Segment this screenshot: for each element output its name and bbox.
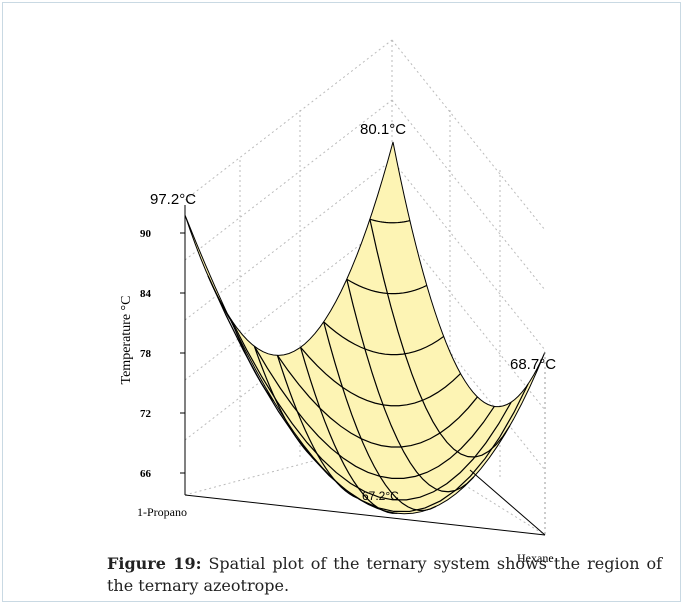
- tick-label: 84: [140, 288, 152, 300]
- axis-label: Temperature °C: [119, 296, 134, 385]
- tick-label: 78: [140, 348, 152, 360]
- caption-label: Figure 19:: [107, 554, 202, 573]
- component-label: Hexane: [517, 551, 554, 565]
- component-label: 1-Propano: [137, 505, 187, 519]
- mesh-line: [230, 319, 512, 501]
- mesh-line: [369, 218, 411, 224]
- corner-label: 68.7°C: [510, 356, 556, 373]
- mesh-line: [230, 319, 275, 402]
- tick-label: 90: [140, 228, 152, 240]
- mesh-line: [323, 321, 445, 356]
- axes: [184, 205, 546, 536]
- surface: [184, 141, 546, 515]
- mesh-line: [300, 346, 461, 407]
- mesh-line: [276, 355, 358, 499]
- corner-label: 80.1°C: [360, 121, 406, 138]
- corner-label: 67.2°C: [362, 489, 399, 503]
- mesh-line: [276, 355, 478, 448]
- mesh-line: [346, 278, 428, 295]
- corner-label: 97.2°C: [150, 191, 196, 208]
- tick-label: 66: [140, 468, 152, 480]
- caption: Figure 19: Spatial plot of the ternary s…: [107, 553, 662, 597]
- mesh-line: [253, 346, 317, 462]
- tick-label: 72: [140, 408, 152, 420]
- mesh-line: [207, 275, 231, 320]
- mesh-line: [346, 279, 475, 493]
- caption-text: Spatial plot of the ternary system shows…: [107, 554, 663, 595]
- mesh-line: [299, 347, 398, 514]
- ticks: 90 84 78 72 66: [140, 228, 185, 480]
